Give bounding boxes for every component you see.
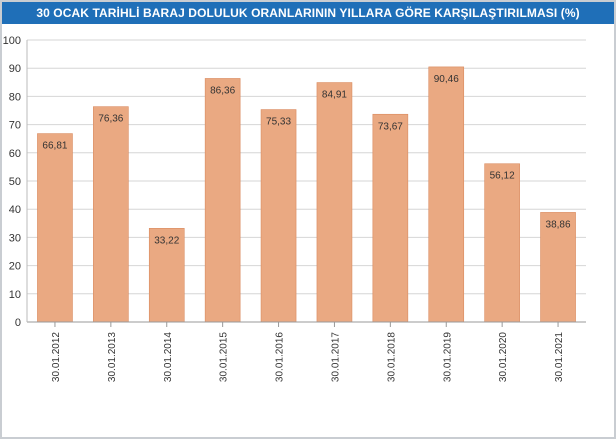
x-tick-label: 30.01.2020	[498, 332, 509, 382]
x-axis-ticks: 30.01.2012 30.01.2013 30.01.2014 30.01.2015…	[51, 322, 565, 382]
bar	[204, 78, 241, 323]
bar-value-label: 56,12	[490, 171, 515, 182]
bar	[484, 163, 520, 323]
y-tick-label: 100	[3, 35, 21, 47]
x-tick-label: 30.01.2017	[330, 332, 341, 382]
bars	[37, 66, 576, 323]
bar	[37, 133, 73, 323]
value-labels: 66,81 76,36 33,22 86,36 75,33 84,91 73,67 90,46…	[42, 74, 571, 246]
x-tick-label: 30.01.2021	[554, 332, 565, 382]
bar-value-label: 90,46	[434, 74, 459, 85]
bar-value-label: 66,81	[42, 141, 67, 152]
x-tick-label: 30.01.2012	[51, 332, 62, 382]
y-tick-label: 40	[9, 204, 21, 216]
x-tick-label: 30.01.2016	[275, 332, 286, 382]
bar-value-label: 86,36	[210, 85, 235, 96]
bar	[428, 66, 465, 323]
bar	[260, 109, 297, 323]
bar-value-label: 75,33	[266, 117, 291, 128]
bar	[93, 106, 129, 323]
x-tick-label: 30.01.2019	[442, 332, 453, 382]
bar	[372, 113, 409, 323]
y-tick-label: 0	[15, 317, 21, 329]
bar-value-label: 76,36	[98, 114, 123, 125]
bar-value-label: 38,86	[546, 219, 571, 230]
y-tick-label: 10	[9, 289, 21, 301]
chart-title: 30 OCAK TARİHLİ BARAJ DOLULUK ORANLARINI…	[2, 2, 614, 24]
y-tick-label: 90	[9, 63, 21, 75]
y-tick-label: 30	[9, 232, 21, 244]
y-tick-label: 50	[9, 176, 21, 188]
bar	[540, 212, 576, 323]
x-tick-label: 30.01.2018	[386, 332, 397, 382]
bar-value-label: 73,67	[378, 121, 403, 132]
y-tick-label: 80	[9, 91, 21, 103]
x-tick-label: 30.01.2013	[107, 332, 118, 382]
y-tick-label: 60	[9, 148, 21, 160]
bar-value-label: 84,91	[322, 90, 347, 101]
y-axis-ticks: 0 10 20 30 40 50 60 70 80 90 100	[3, 35, 21, 329]
bar	[316, 82, 353, 323]
bar-value-label: 33,22	[154, 235, 179, 246]
x-tick-label: 30.01.2015	[219, 332, 230, 382]
y-tick-label: 20	[9, 261, 21, 273]
y-tick-label: 70	[9, 120, 21, 132]
x-tick-label: 30.01.2014	[163, 332, 174, 382]
